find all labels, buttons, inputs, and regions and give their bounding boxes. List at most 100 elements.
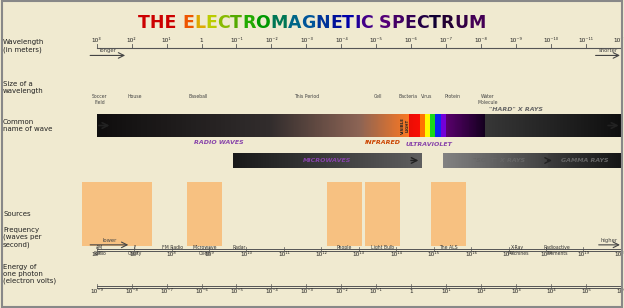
Bar xyxy=(455,114,456,137)
Bar xyxy=(470,153,471,168)
Text: 10⁵: 10⁵ xyxy=(581,289,591,294)
Bar xyxy=(599,153,601,168)
Bar xyxy=(379,153,381,168)
Bar xyxy=(249,114,250,137)
Bar xyxy=(290,153,291,168)
Bar xyxy=(364,114,365,137)
Bar xyxy=(419,114,420,137)
Text: shorter: shorter xyxy=(598,48,618,53)
Bar xyxy=(538,114,539,137)
Bar xyxy=(276,153,277,168)
Bar xyxy=(492,114,494,137)
Text: 10³: 10³ xyxy=(92,38,102,43)
Bar xyxy=(573,114,575,137)
Bar xyxy=(358,114,359,137)
Bar xyxy=(528,114,530,137)
Bar xyxy=(447,153,449,168)
Bar xyxy=(408,153,410,168)
Bar xyxy=(120,114,122,137)
Bar xyxy=(157,114,158,137)
Bar xyxy=(602,114,603,137)
Bar xyxy=(401,153,402,168)
Bar xyxy=(316,114,317,137)
Bar xyxy=(389,153,390,168)
Bar xyxy=(558,153,560,168)
Bar xyxy=(505,114,507,137)
Bar xyxy=(519,114,520,137)
Bar xyxy=(454,114,456,137)
Bar xyxy=(493,153,494,168)
Bar xyxy=(203,114,204,137)
Bar xyxy=(134,114,136,137)
Bar xyxy=(484,114,486,137)
Bar xyxy=(310,153,311,168)
Bar xyxy=(190,114,192,137)
Bar xyxy=(534,114,535,137)
Bar xyxy=(295,153,297,168)
Text: 10⁷: 10⁷ xyxy=(129,252,139,257)
Bar xyxy=(376,114,378,137)
Text: 10⁹: 10⁹ xyxy=(204,252,214,257)
Bar xyxy=(250,153,251,168)
Bar xyxy=(129,114,130,137)
Bar xyxy=(409,114,411,137)
Bar xyxy=(552,114,553,137)
Bar xyxy=(521,114,523,137)
Bar xyxy=(507,153,508,168)
Bar xyxy=(132,114,134,137)
Bar xyxy=(456,114,457,137)
Bar xyxy=(407,114,409,137)
Bar xyxy=(454,153,455,168)
Bar xyxy=(192,114,193,137)
Bar xyxy=(373,114,375,137)
Bar xyxy=(545,153,547,168)
Bar xyxy=(173,114,174,137)
Bar xyxy=(165,114,167,137)
Bar xyxy=(117,182,152,246)
Bar xyxy=(495,114,497,137)
Bar xyxy=(615,114,617,137)
Bar xyxy=(602,153,603,168)
Bar xyxy=(305,114,306,137)
Bar xyxy=(554,153,555,168)
Bar xyxy=(345,114,347,137)
Bar xyxy=(336,153,338,168)
Bar xyxy=(409,153,411,168)
Bar xyxy=(324,153,326,168)
Bar xyxy=(616,114,617,137)
Bar xyxy=(251,114,253,137)
Bar xyxy=(618,114,620,137)
Bar xyxy=(585,153,587,168)
Bar xyxy=(187,182,222,246)
Bar xyxy=(238,114,239,137)
Bar xyxy=(562,153,563,168)
Bar xyxy=(208,114,210,137)
Bar xyxy=(397,114,399,137)
Bar xyxy=(424,114,426,137)
Text: People: People xyxy=(337,245,352,250)
Text: Energy of
one photon
(electron volts): Energy of one photon (electron volts) xyxy=(3,264,56,284)
Bar xyxy=(559,153,560,168)
Bar xyxy=(504,153,505,168)
Bar xyxy=(319,153,321,168)
Bar xyxy=(491,114,493,137)
Bar xyxy=(104,114,105,137)
Bar xyxy=(610,153,612,168)
Bar xyxy=(175,114,177,137)
Bar xyxy=(400,153,401,168)
Bar xyxy=(449,153,451,168)
Bar xyxy=(114,114,115,137)
Bar xyxy=(369,153,371,168)
Bar xyxy=(403,114,404,137)
Bar xyxy=(348,114,349,137)
Bar xyxy=(523,153,524,168)
Bar xyxy=(314,153,316,168)
Bar xyxy=(453,114,454,137)
Bar xyxy=(527,153,528,168)
Bar xyxy=(494,153,495,168)
Bar xyxy=(127,114,129,137)
Bar xyxy=(273,153,275,168)
Bar xyxy=(219,114,221,137)
Bar xyxy=(525,114,527,137)
Bar xyxy=(270,114,271,137)
